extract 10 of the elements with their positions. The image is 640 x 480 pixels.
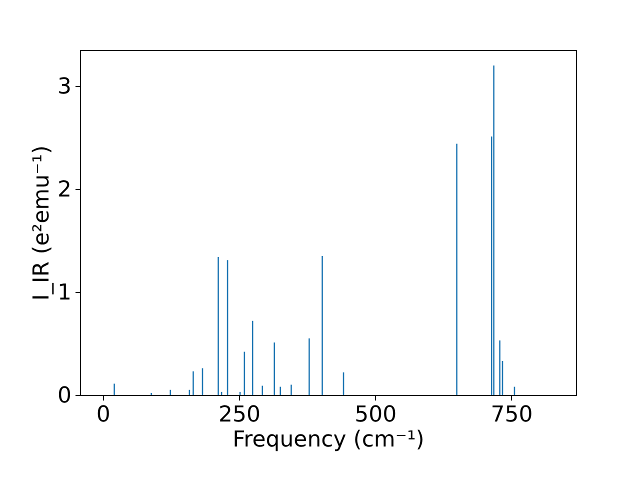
y-tick-label: 2 [58,178,72,203]
x-tick-label: 750 [490,402,533,428]
x-axis-title: Frequency (cm⁻¹) [232,428,424,452]
x-tick-label: 0 [96,402,110,428]
x-tick-label: 500 [354,402,397,428]
y-tick-label: 0 [58,384,72,408]
y-axis-title: I_IR (e²emu⁻¹) [30,145,55,301]
x-tick-label: 250 [218,402,260,428]
y-tick-label: 3 [58,74,72,100]
y-tick-label: 1 [58,280,72,306]
